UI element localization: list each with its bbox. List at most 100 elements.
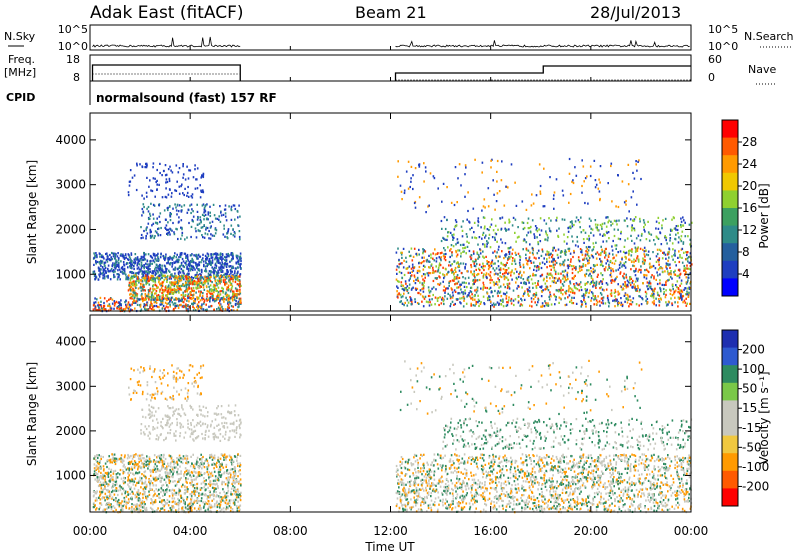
power-cell [195, 273, 198, 276]
power-cell [477, 219, 479, 222]
power-cell [548, 227, 551, 230]
power-cell [156, 298, 158, 301]
power-cell [493, 282, 496, 285]
power-cell [592, 234, 595, 237]
power-cell [237, 270, 239, 273]
power-cell [171, 283, 173, 286]
power-cell [182, 291, 184, 294]
power-cell [605, 247, 607, 250]
power-cell [172, 281, 174, 284]
power-cell [629, 258, 631, 261]
power-cell [169, 297, 171, 301]
power-cell [160, 252, 162, 255]
power-cell [530, 225, 532, 228]
power-cell [134, 260, 137, 263]
power-cell [163, 271, 165, 274]
power-cell [584, 300, 586, 303]
power-cell [586, 253, 589, 256]
power-cell [573, 285, 576, 288]
power-cell [152, 213, 154, 216]
power-cell [492, 281, 495, 284]
power-cell [548, 256, 551, 259]
power-cell [188, 286, 190, 289]
power-cell [570, 299, 573, 302]
power-cell [223, 273, 225, 276]
power-cell [566, 271, 569, 274]
power-cell [516, 287, 518, 290]
power-cell [216, 272, 218, 275]
power-cell [435, 257, 438, 260]
power-cell [453, 228, 456, 231]
power-cell [206, 263, 209, 266]
power-cell [135, 286, 137, 289]
power-cell [185, 255, 187, 258]
power-cell [419, 293, 422, 296]
power-cell [176, 180, 178, 183]
power-cell [118, 275, 120, 278]
power-cell [239, 238, 241, 241]
power-cell [464, 277, 467, 280]
power-cell [155, 254, 158, 257]
power-cell [444, 259, 447, 262]
power-cell [655, 304, 657, 307]
power-cell [511, 259, 514, 262]
power-cell [617, 251, 619, 254]
power-cell [210, 304, 213, 308]
power-cell [686, 254, 688, 257]
power-cell [199, 275, 202, 278]
power-cell [632, 285, 634, 288]
power-cell [167, 285, 169, 288]
power-cell [119, 301, 121, 304]
power-cell [239, 252, 242, 255]
power-cell [214, 217, 217, 220]
power-cell [632, 227, 634, 230]
power-cell [527, 231, 530, 234]
power-cell [185, 260, 188, 263]
power-cell [564, 297, 566, 300]
power-cell [500, 227, 503, 230]
power-cell [186, 277, 188, 280]
power-cell [627, 285, 629, 288]
power-cell [196, 167, 199, 170]
power-cell [671, 283, 674, 287]
power-cell [199, 216, 202, 219]
power-cell [526, 221, 529, 225]
power-cell [454, 266, 457, 270]
power-cell [651, 295, 653, 298]
power-cell [536, 265, 539, 268]
power-cell [123, 263, 125, 266]
power-cell [671, 277, 673, 280]
power-cell [176, 203, 179, 206]
power-cell [546, 266, 548, 269]
power-cell [145, 229, 147, 232]
power-cell [665, 301, 667, 304]
power-cell [551, 280, 554, 283]
power-cell [184, 238, 186, 241]
power-cell [629, 295, 631, 298]
power-cell [410, 298, 413, 301]
power-cell [136, 303, 139, 306]
power-cell [231, 299, 234, 302]
power-cell [144, 272, 146, 275]
power-cell [484, 286, 487, 289]
power-cell [474, 289, 476, 292]
power-cell [235, 292, 238, 296]
power-cell [525, 208, 528, 211]
power-cell [570, 288, 573, 291]
power-cell [606, 294, 609, 297]
power-cell [657, 293, 659, 296]
power-cell [415, 278, 417, 281]
power-cell [470, 264, 472, 267]
power-cell [164, 274, 166, 277]
power-cell [462, 250, 464, 253]
power-cell [632, 279, 634, 283]
power-cell [567, 264, 569, 267]
power-cell [163, 209, 166, 212]
power-cell [227, 252, 229, 256]
power-cell [114, 267, 117, 270]
power-cell [177, 286, 179, 289]
power-cell [397, 247, 399, 250]
power-cell [566, 236, 569, 239]
power-cell [486, 240, 488, 243]
power-cell [563, 233, 565, 236]
